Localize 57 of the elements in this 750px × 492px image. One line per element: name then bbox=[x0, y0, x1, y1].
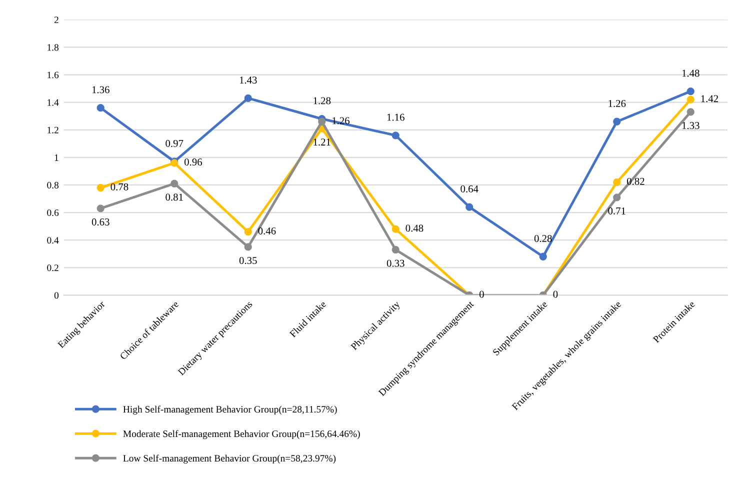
point bbox=[392, 246, 400, 254]
point bbox=[96, 184, 104, 192]
y-tick-label: 0.8 bbox=[47, 182, 59, 189]
y-tick-label: 1 bbox=[54, 154, 58, 161]
data-label: 0.48 bbox=[406, 224, 424, 232]
y-tick-label: 0.6 bbox=[47, 209, 59, 216]
point bbox=[318, 118, 326, 126]
data-label: 0.46 bbox=[258, 227, 276, 234]
data-label: 1.36 bbox=[92, 86, 110, 94]
y-tick-label: 0.2 bbox=[47, 264, 58, 272]
point bbox=[686, 87, 694, 96]
data-label: 1.26 bbox=[608, 100, 626, 108]
data-label: 0.28 bbox=[534, 234, 552, 242]
y-tick-label: 1.8 bbox=[48, 44, 59, 51]
legend-label: High Self-management Behavior Group(n=28,11.57%) bbox=[123, 406, 337, 415]
data-label: 1.21 bbox=[314, 138, 330, 146]
point bbox=[539, 252, 547, 260]
data-label: 0.71 bbox=[608, 207, 626, 214]
data-label: 0.33 bbox=[386, 260, 404, 267]
point bbox=[244, 94, 252, 102]
y-tick-label: 0 bbox=[54, 292, 59, 299]
data-label: 1.16 bbox=[387, 114, 404, 121]
data-label: 1.43 bbox=[240, 76, 257, 84]
y-tick-label: 2 bbox=[54, 16, 58, 24]
point bbox=[392, 225, 400, 233]
data-label: 0 bbox=[553, 290, 558, 298]
y-tick-label: 0.4 bbox=[47, 237, 59, 244]
data-label: 0 bbox=[479, 290, 484, 298]
data-label: 0.64 bbox=[460, 185, 478, 192]
data-label: 1.28 bbox=[314, 97, 331, 104]
data-label: 1.48 bbox=[682, 70, 700, 77]
data-label: 1.33 bbox=[682, 122, 700, 130]
data-label: 0.97 bbox=[166, 140, 184, 148]
point bbox=[96, 104, 104, 112]
point bbox=[613, 178, 621, 186]
data-label: 0.81 bbox=[166, 194, 183, 201]
point bbox=[613, 194, 621, 202]
point bbox=[686, 108, 694, 116]
point bbox=[244, 228, 252, 236]
y-tick-label: 1.2 bbox=[48, 126, 58, 134]
point bbox=[96, 204, 104, 212]
point bbox=[686, 96, 694, 104]
point bbox=[466, 203, 474, 211]
data-label: 0.35 bbox=[239, 257, 257, 264]
data-label: 1.42 bbox=[701, 95, 718, 102]
data-label: 0.78 bbox=[110, 183, 128, 190]
y-tick-label: 1.4 bbox=[48, 99, 59, 106]
point bbox=[613, 118, 621, 126]
data-label: 0.96 bbox=[184, 158, 202, 166]
point bbox=[392, 132, 400, 140]
point bbox=[170, 180, 178, 188]
point bbox=[244, 243, 252, 251]
legend-label: Moderate Self-management Behavior Group(n=156,64.46%) bbox=[123, 430, 360, 440]
legend-label: Low Self-management Behavior Group(n=58,23.97%) bbox=[123, 454, 336, 464]
y-tick-label: 1.6 bbox=[48, 72, 59, 78]
data-label: 0.82 bbox=[626, 178, 644, 185]
data-label: 0.63 bbox=[92, 218, 110, 226]
